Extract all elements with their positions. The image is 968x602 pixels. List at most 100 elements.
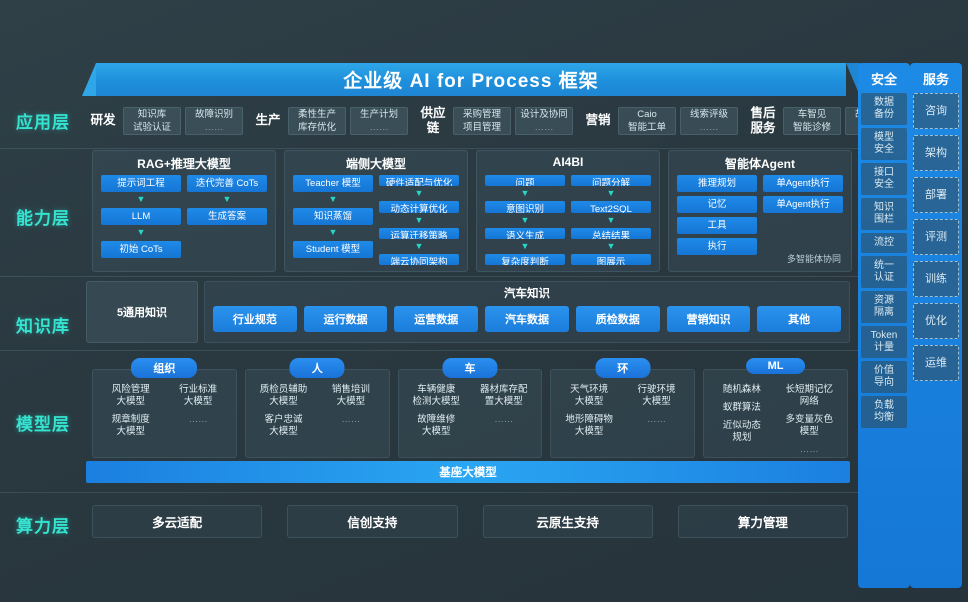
model-item[interactable]: ……	[494, 414, 514, 425]
model-item[interactable]: 质检员辅助 大模型	[259, 384, 308, 407]
knowledge-chip[interactable]: 汽车数据	[485, 306, 569, 332]
model-item[interactable]: 故障维修 大模型	[417, 414, 456, 437]
capability-chip[interactable]: Text2SQL	[571, 201, 651, 213]
model-group-pill[interactable]: 组织	[131, 358, 198, 378]
service-item[interactable]: 训练	[913, 261, 959, 297]
compute-card[interactable]: 多云适配	[92, 505, 263, 538]
capability-chip[interactable]: 动态计算优化	[379, 201, 459, 213]
service-item[interactable]: 评测	[913, 219, 959, 255]
knowledge-chip[interactable]: 运营数据	[394, 306, 479, 332]
compute-card[interactable]: 信创支持	[287, 505, 458, 538]
security-item[interactable]: 资源 隔离	[861, 291, 907, 323]
model-item[interactable]: 销售培训 大模型	[331, 384, 370, 407]
knowledge-chip[interactable]: 营销知识	[666, 306, 751, 332]
capability-chip[interactable]: 问题分解	[571, 175, 651, 187]
model-item[interactable]: 车辆健康 检测大模型	[412, 384, 461, 407]
capability-chip[interactable]: 初始 CoTs	[101, 241, 181, 258]
capability-chip[interactable]: 工具	[677, 217, 757, 234]
model-item[interactable]: 客户忠诚 大模型	[264, 414, 303, 437]
capability-chip[interactable]: 单Agent执行	[763, 175, 843, 192]
flow-arrow-down-icon: ▼	[520, 240, 530, 251]
service-item[interactable]: 咨询	[913, 93, 959, 129]
security-item[interactable]: 负载 均衡	[861, 396, 907, 428]
knowledge-chip[interactable]: 质检数据	[575, 306, 660, 332]
application-card-line: ……	[204, 121, 224, 133]
capability-chip[interactable]: 运算迁移策略	[379, 227, 459, 239]
service-item[interactable]: 部署	[913, 177, 959, 213]
application-card[interactable]: 柔性生产 库存优化	[288, 106, 346, 135]
service-item[interactable]: 优化	[913, 303, 959, 339]
capability-chip[interactable]: 迭代完善 CoTs	[187, 175, 267, 192]
model-item[interactable]: 规章制度 大模型	[111, 414, 150, 437]
application-card[interactable]: Caio 智能工单	[618, 106, 676, 135]
model-item[interactable]: ……	[341, 414, 361, 425]
knowledge-chip[interactable]: 运行数据	[303, 306, 388, 332]
model-item[interactable]: 天气环境 大模型	[570, 384, 609, 407]
security-item[interactable]: 流控	[861, 233, 907, 253]
capability-chip[interactable]: 单Agent执行	[763, 196, 843, 213]
capability-chip[interactable]: Student 模型	[293, 241, 373, 258]
application-card[interactable]: 故障识别……	[185, 106, 243, 135]
capability-chip[interactable]: 生成答案	[187, 208, 267, 225]
model-item[interactable]: ……	[188, 414, 208, 425]
security-item-list: 数据 备份 模型 安全 接口 安全 知识 围栏流控统一 认证 资源 隔离 Token 计量 价值 导向 负载均…	[861, 93, 907, 428]
model-item[interactable]: 行业标准 大模型	[179, 384, 218, 407]
capability-chip[interactable]: 提示词工程	[101, 175, 181, 192]
capability-chip[interactable]: Teacher 模型	[293, 175, 373, 192]
security-item[interactable]: 价值 导向	[861, 361, 907, 393]
service-item[interactable]: 架构	[913, 135, 959, 171]
application-card[interactable]: 车智见 智能诊修	[783, 106, 841, 135]
model-item[interactable]: 多变量灰色 模型	[785, 414, 834, 437]
capability-chip[interactable]: 记忆	[677, 196, 757, 213]
capability-chip[interactable]: 端云协同架构	[379, 253, 459, 265]
model-item[interactable]: 器材库存配 置大模型	[479, 384, 528, 407]
model-group-pill[interactable]: ML	[745, 358, 806, 374]
security-item[interactable]: 数据 备份	[861, 93, 907, 125]
model-item[interactable]: ……	[647, 414, 666, 425]
model-group-box: 质检员辅助 大模型 客户忠诚 大模型 销售培训 大模型 ……	[244, 369, 390, 458]
capability-chip[interactable]: 知识蒸馏	[293, 208, 373, 225]
capability-chip[interactable]: 总结结果	[571, 227, 651, 239]
capability-chip[interactable]: 意图识别	[485, 201, 565, 213]
knowledge-general-card[interactable]: 5通用知识	[86, 281, 198, 343]
service-item-list: 咨询架构部署评测训练优化运维	[913, 93, 959, 381]
model-group: 组织风险管理 大模型 规章制度 大模型 行业标准 大模型 ……	[92, 358, 237, 458]
security-item[interactable]: 统一 认证	[861, 256, 907, 288]
compute-card[interactable]: 云原生支持	[482, 505, 653, 538]
capability-chip[interactable]: 硬件适配与优化	[379, 175, 459, 187]
model-item[interactable]: 随机森林	[722, 384, 761, 395]
security-item[interactable]: 模型 安全	[861, 128, 907, 160]
application-card[interactable]: 设计及协同……	[515, 106, 573, 135]
application-card[interactable]: 线索评级……	[680, 106, 738, 135]
service-item[interactable]: 运维	[913, 345, 959, 381]
application-card-group: Caio 智能工单 线索评级……	[615, 106, 742, 135]
application-card[interactable]: 采购管理 项目管理	[453, 106, 511, 135]
knowledge-chip[interactable]: 行业规范	[213, 306, 297, 332]
security-item[interactable]: 知识 围栏	[861, 198, 907, 230]
model-item[interactable]: 近似动态 规划	[722, 420, 761, 443]
capability-chip[interactable]: 执行	[677, 238, 757, 255]
compute-card[interactable]: 算力管理	[677, 505, 848, 538]
capability-chip[interactable]: 推理规划	[677, 175, 757, 192]
model-item[interactable]: 长短期记忆 网络	[785, 384, 834, 407]
model-group-pill[interactable]: 车	[442, 358, 498, 378]
model-item[interactable]: ……	[799, 444, 819, 455]
capability-chip[interactable]: 图展示	[571, 253, 651, 265]
model-item[interactable]: 地形障碍物 大模型	[565, 414, 613, 437]
application-card-group: 知识库 试验认证 故障识别……	[120, 106, 247, 135]
security-item[interactable]: 接口 安全	[861, 163, 907, 195]
capability-chip[interactable]: LLM	[101, 208, 181, 225]
capability-chip[interactable]: 复杂度判断	[485, 253, 565, 265]
capability-chip[interactable]: 问题	[485, 175, 565, 187]
model-item[interactable]: 行驶环境 大模型	[637, 384, 676, 407]
knowledge-auto-panel: 汽车知识 行业规范 运行数据 运营数据 汽车数据 质检数据 营销知识 其他	[204, 281, 850, 343]
application-card[interactable]: 生产计划……	[350, 106, 408, 135]
model-item[interactable]: 风险管理 大模型	[111, 384, 150, 407]
application-card[interactable]: 知识库 试验认证	[123, 106, 181, 135]
knowledge-chip[interactable]: 其他	[757, 306, 842, 332]
model-item[interactable]: 蚁群算法	[722, 402, 761, 413]
model-group-pill[interactable]: 环	[595, 358, 651, 378]
model-group-pill[interactable]: 人	[289, 358, 345, 378]
security-item[interactable]: Token 计量	[861, 326, 907, 358]
capability-chip[interactable]: 语义生成	[485, 227, 565, 239]
